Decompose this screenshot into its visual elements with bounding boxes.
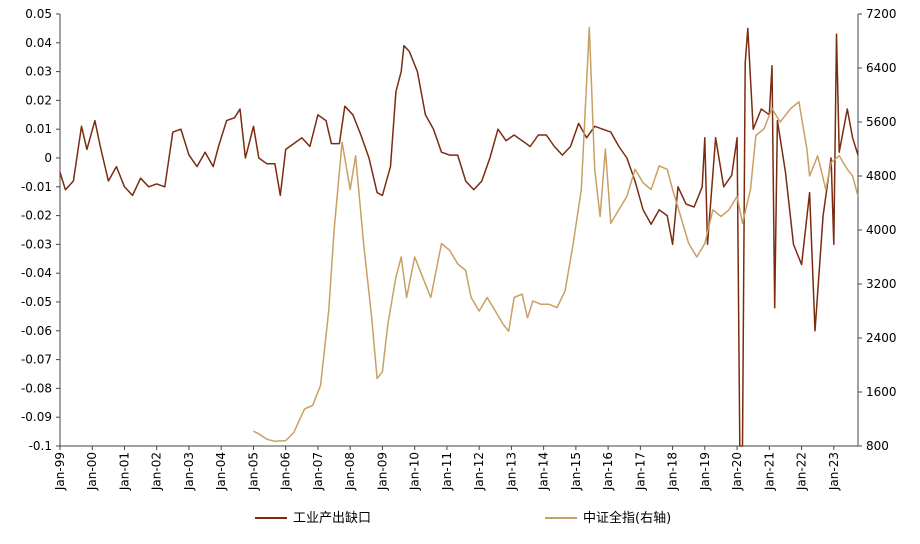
left-tick-label: -0.07 — [21, 353, 52, 367]
left-tick-label: 0.02 — [25, 93, 52, 107]
x-tick-label: Jan-12 — [472, 452, 486, 491]
right-tick-label: 3200 — [866, 277, 897, 291]
x-tick-label: Jan-19 — [698, 452, 712, 491]
left-tick-label: -0.1 — [29, 439, 52, 453]
left-tick-label: -0.04 — [21, 266, 52, 280]
legend-label-1: 中证全指(右轴) — [583, 510, 671, 526]
legend-label-0: 工业产出缺口 — [293, 511, 371, 526]
x-tick-label: Jan-00 — [85, 452, 99, 491]
x-tick-label: Jan-20 — [730, 452, 744, 491]
left-tick-label: 0.01 — [25, 122, 52, 136]
left-tick-label: -0.06 — [21, 324, 52, 338]
left-axis-ticks: 0.05 0.04 0.03 0.02 0.01 0 -0.01 -0.02 -0.03 -0.0… — [21, 7, 60, 453]
x-tick-label: Jan-23 — [827, 452, 841, 491]
left-tick-label: -0.05 — [21, 295, 52, 309]
right-tick-label: 5600 — [866, 115, 897, 129]
left-tick-label: 0 — [44, 151, 52, 165]
series-line-0 — [59, 27, 859, 447]
series-lines — [59, 26, 859, 447]
x-tick-label: Jan-02 — [150, 452, 164, 491]
x-tick-label: Jan-99 — [53, 452, 67, 491]
right-tick-label: 6400 — [866, 61, 897, 75]
left-tick-label: 0.05 — [25, 7, 52, 21]
left-tick-label: -0.02 — [21, 209, 52, 223]
legend: 工业产出缺口 中证全指(右轴) — [255, 510, 671, 526]
left-tick-label: -0.01 — [21, 180, 52, 194]
x-tick-label: Jan-11 — [440, 452, 454, 491]
right-tick-label: 4000 — [866, 223, 897, 237]
series-line-1 — [253, 26, 859, 443]
left-tick-label: -0.09 — [21, 410, 52, 424]
left-tick-label: 0.03 — [25, 65, 52, 79]
right-axis-ticks: 7200 6400 5600 4800 4000 3200 2400 1600 800 — [858, 7, 897, 453]
x-tick-label: Jan-03 — [182, 452, 196, 491]
x-tick-label: Jan-13 — [504, 452, 518, 491]
x-tick-label: Jan-06 — [279, 452, 293, 491]
x-tick-label: Jan-17 — [633, 452, 647, 491]
right-tick-label: 2400 — [866, 331, 897, 345]
x-tick-label: Jan-18 — [666, 452, 680, 491]
left-tick-label: 0.04 — [25, 36, 52, 50]
x-tick-label: Jan-15 — [569, 452, 583, 491]
x-tick-label: Jan-08 — [343, 452, 357, 491]
x-tick-label: Jan-04 — [214, 452, 228, 491]
x-tick-label: Jan-05 — [246, 452, 260, 491]
right-tick-label: 1600 — [866, 385, 897, 399]
x-tick-label: Jan-09 — [375, 452, 389, 491]
right-tick-label: 4800 — [866, 169, 897, 183]
x-tick-label: Jan-01 — [117, 452, 131, 491]
x-tick-label: Jan-21 — [762, 452, 776, 491]
x-tick-label: Jan-10 — [408, 452, 422, 491]
x-tick-label: Jan-14 — [537, 452, 551, 491]
x-tick-label: Jan-16 — [601, 452, 615, 491]
right-tick-label: 800 — [866, 439, 889, 453]
left-tick-label: -0.08 — [21, 381, 52, 395]
left-tick-label: -0.03 — [21, 237, 52, 251]
right-tick-label: 7200 — [866, 7, 897, 21]
x-axis-ticks: Jan-99 Jan-00 Jan-01 Jan-02 Jan-03 Jan-04 Jan-… — [53, 446, 841, 491]
x-tick-label: Jan-22 — [795, 452, 809, 491]
x-tick-label: Jan-07 — [311, 452, 325, 491]
